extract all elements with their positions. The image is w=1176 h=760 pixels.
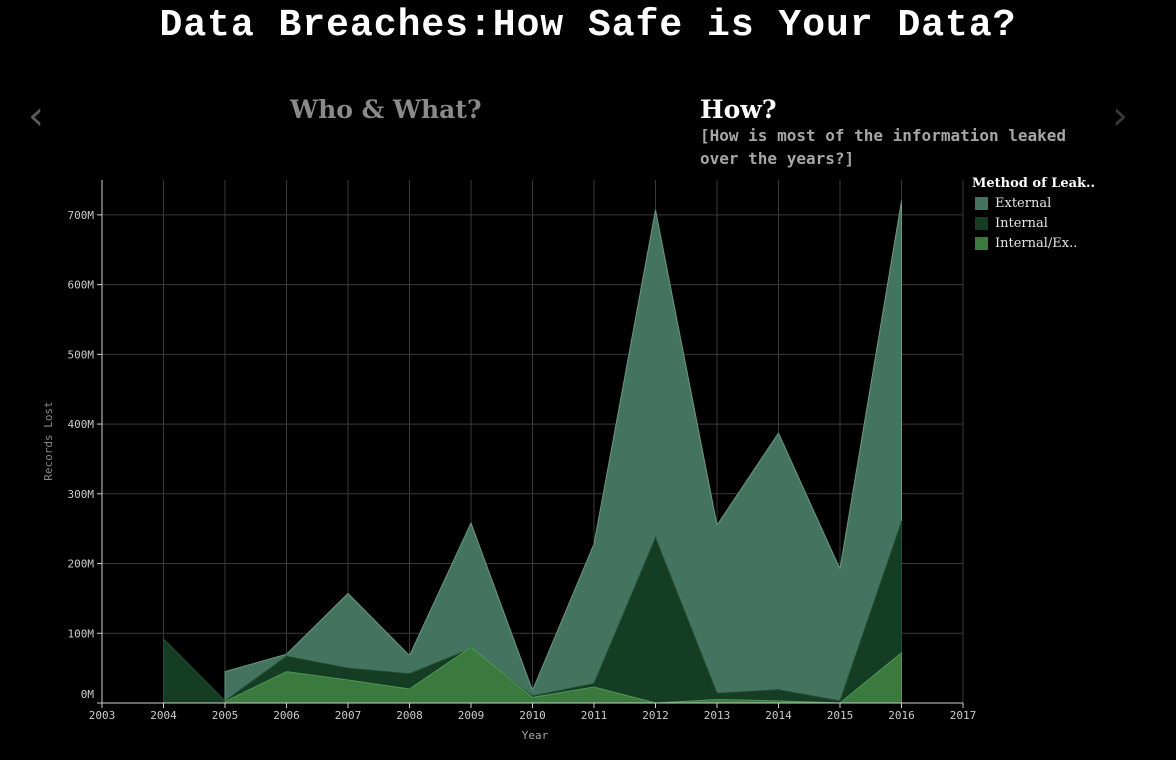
y-tick-label: 500M	[68, 348, 95, 361]
x-tick-label: 2010	[519, 709, 546, 722]
chevron-left-icon[interactable]: ‹	[28, 93, 44, 139]
x-tick-label: 2009	[458, 709, 485, 722]
page-title: Data Breaches:How Safe is Your Data?	[159, 4, 1017, 47]
y-tick-label: 700M	[68, 209, 95, 222]
data-point	[654, 536, 657, 539]
data-point	[162, 638, 165, 640]
chevron-right-icon[interactable]: ›	[1112, 93, 1128, 139]
area-series-internal	[163, 521, 902, 704]
data-point	[531, 689, 534, 692]
y-tick-label: 300M	[68, 488, 95, 501]
x-tick-label: 2007	[335, 709, 362, 722]
data-point	[285, 653, 288, 655]
x-tick-label: 2006	[273, 709, 300, 722]
legend-swatch-internal-external	[975, 236, 988, 250]
data-point	[285, 655, 288, 658]
data-point	[900, 651, 903, 654]
data-point	[900, 520, 903, 523]
y-tick-label: 100M	[68, 627, 95, 640]
x-tick-label: 2013	[704, 709, 731, 722]
x-axis-title: Year	[522, 729, 549, 742]
data-point	[839, 568, 841, 570]
data-point	[777, 700, 780, 702]
data-point	[347, 667, 349, 669]
legend-item-internal[interactable]: Internal	[972, 213, 1095, 233]
x-tick-label: 2003	[89, 709, 116, 722]
y-tick-label: 0M	[81, 688, 95, 701]
legend-swatch-external	[975, 196, 988, 210]
x-tick-label: 2008	[396, 709, 423, 722]
data-point	[347, 679, 349, 681]
legend-label-internal-external: Internal/Ex..	[995, 235, 1078, 251]
x-tick-label: 2004	[150, 709, 177, 722]
legend-label-internal: Internal	[995, 215, 1048, 231]
data-point	[285, 670, 288, 673]
data-point	[408, 654, 411, 657]
legend-label-external: External	[995, 195, 1052, 211]
tab-how[interactable]: How?	[700, 95, 777, 124]
data-point	[470, 646, 472, 649]
x-tick-label: 2012	[642, 709, 669, 722]
data-point	[654, 209, 657, 211]
y-tick-label: 400M	[68, 418, 95, 431]
data-point	[839, 700, 841, 702]
data-point	[224, 700, 226, 703]
data-point	[716, 692, 718, 695]
x-tick-label: 2015	[827, 709, 854, 722]
data-point	[716, 524, 718, 526]
y-axis-title: Records Lost	[42, 401, 55, 480]
data-point	[408, 672, 411, 675]
data-point	[593, 682, 595, 685]
x-tick-label: 2016	[888, 709, 915, 722]
area-series-external	[224, 200, 902, 704]
data-point	[531, 696, 534, 699]
chart-subtitle: [How is most of the information leaked o…	[700, 126, 1067, 168]
data-point	[224, 670, 226, 673]
legend-title: Method of Leak..	[972, 176, 1096, 191]
data-point	[716, 698, 718, 701]
y-tick-label: 200M	[68, 558, 95, 571]
legend-swatch-internal	[975, 216, 988, 230]
data-point	[593, 543, 595, 545]
data-point	[470, 522, 472, 524]
data-point	[777, 432, 780, 434]
data-point	[408, 688, 411, 690]
tab-who-what[interactable]: Who & What?	[290, 95, 482, 124]
x-tick-label: 2017	[950, 709, 977, 722]
legend-item-external[interactable]: External	[972, 193, 1095, 213]
data-point	[777, 688, 780, 691]
data-point	[347, 592, 349, 595]
legend-item-internal-external[interactable]: Internal/Ex..	[972, 233, 1095, 253]
x-tick-label: 2014	[765, 709, 792, 722]
data-point	[531, 695, 534, 697]
x-tick-label: 2011	[581, 709, 608, 722]
chart-legend: Method of Leak.. External Internal Inter…	[972, 176, 1095, 253]
data-point	[900, 200, 903, 202]
x-tick-label: 2005	[212, 709, 239, 722]
y-tick-label: 600M	[68, 279, 95, 292]
data-point	[593, 686, 595, 688]
